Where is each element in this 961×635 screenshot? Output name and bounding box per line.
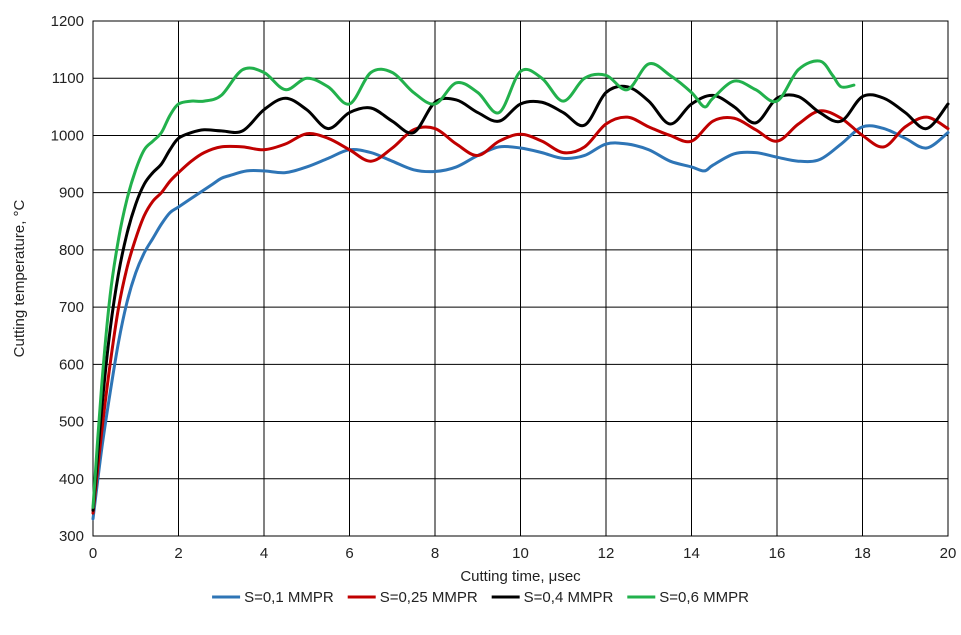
y-tick-label: 900 (59, 185, 84, 202)
x-tick-label: 2 (174, 545, 182, 562)
x-tick-label: 18 (854, 545, 871, 562)
x-tick-label: 14 (683, 545, 700, 562)
y-tick-label: 300 (59, 528, 84, 545)
x-tick-label: 4 (260, 545, 268, 562)
x-tick-label: 6 (345, 545, 353, 562)
y-tick-label: 1200 (51, 13, 84, 30)
y-tick-label: 500 (59, 414, 84, 431)
y-tick-label: 600 (59, 356, 84, 373)
series-line-1 (91, 124, 950, 521)
legend-item-1: S=0,1 MMPR (212, 589, 334, 606)
x-tick-label: 0 (89, 545, 97, 562)
legend-item-3: S=0,4 MMPR (491, 589, 614, 606)
y-axis-ticks: 300 400 500 600 700 800 900 1000 1100 1200 (51, 13, 84, 545)
x-tick-label: 12 (598, 545, 615, 562)
y-tick-label: 800 (59, 242, 84, 259)
x-axis-ticks: 0 2 4 6 8 10 12 14 16 18 20 (89, 545, 957, 562)
y-tick-label: 400 (59, 471, 84, 488)
legend-label: S=0,6 MMPR (659, 589, 749, 606)
legend-item-4: S=0,6 MMPR (627, 589, 749, 606)
series-line-4 (91, 59, 856, 509)
x-axis-title: Cutting time, μsec (460, 568, 581, 585)
legend-item-2: S=0,25 MMPR (347, 589, 478, 606)
legend: S=0,1 MMPR S=0,25 MMPR S=0,4 MMPR S=0,6 MMP… (212, 589, 749, 606)
x-tick-label: 16 (769, 545, 786, 562)
y-tick-label: 700 (59, 299, 84, 316)
y-tick-label: 1000 (51, 127, 84, 144)
legend-label: S=0,1 MMPR (244, 589, 334, 606)
x-tick-label: 10 (512, 545, 529, 562)
series-lines (91, 59, 950, 521)
series-line-2 (91, 109, 950, 515)
legend-label: S=0,25 MMPR (380, 589, 478, 606)
y-tick-label: 1100 (52, 70, 84, 87)
y-axis-title: Cutting temperature, °C (11, 199, 28, 357)
x-tick-label: 20 (940, 545, 957, 562)
legend-label: S=0,4 MMPR (524, 589, 614, 606)
x-tick-label: 8 (431, 545, 439, 562)
